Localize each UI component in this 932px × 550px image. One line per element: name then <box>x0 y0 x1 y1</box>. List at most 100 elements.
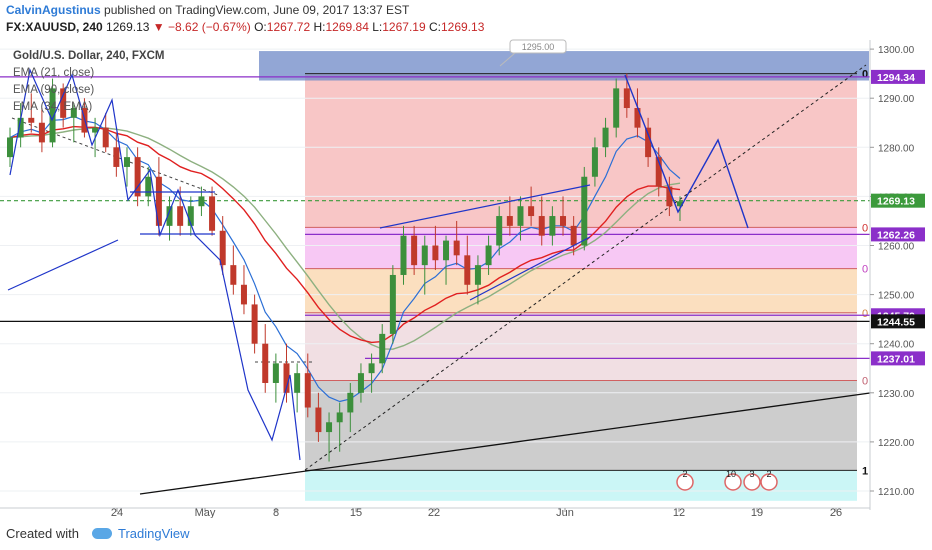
grid-lines <box>0 48 870 492</box>
legend-ema-90[interactable]: EMA (90, close) <box>13 84 95 96</box>
candle-body <box>570 225 577 246</box>
candle-body <box>379 333 386 364</box>
price-tick-label: 1260.00 <box>878 242 915 253</box>
price-label-text: 1237.01 <box>877 353 915 365</box>
tradingview-brand: TradingView <box>118 526 190 541</box>
candle-body <box>187 206 194 226</box>
price-label-box <box>871 227 925 242</box>
candle-body <box>528 206 535 217</box>
ohlc-close: 1269.13 <box>440 20 485 34</box>
candle-body <box>219 230 226 266</box>
down-triangle-icon: ▼ <box>152 20 165 34</box>
drawings: 1295.00 2 10 3 2 <box>7 39 778 491</box>
candle-body <box>304 373 311 408</box>
candle-body <box>7 137 13 158</box>
fib-band <box>305 380 857 471</box>
candle-body <box>538 216 545 236</box>
chart-header: CalvinAgustinus published on TradingView… <box>0 0 932 40</box>
ema-lines <box>9 115 681 403</box>
candle-body <box>453 240 460 256</box>
candle-body <box>60 88 67 118</box>
candle-body <box>347 392 354 413</box>
candle-body <box>623 88 630 109</box>
candle-body <box>28 117 35 123</box>
candle-body <box>177 206 184 226</box>
time-tick-label: 19 <box>751 507 763 518</box>
legend-ema-21[interactable]: EMA (21, close) <box>13 67 95 79</box>
ema-21-line <box>9 115 681 403</box>
fib-band <box>305 73 857 228</box>
candle-body <box>209 196 216 231</box>
candle-body <box>602 127 609 148</box>
cloud-icon <box>92 528 112 540</box>
tooltip-box <box>509 39 567 54</box>
tooltip-text: 1295.00 <box>522 42 555 52</box>
channel-top <box>379 184 591 229</box>
fib-label: 1 <box>862 465 868 477</box>
fib-label: 0 <box>862 308 868 320</box>
price-label-box <box>871 314 925 329</box>
last-price: 1269.13 <box>106 20 150 34</box>
price-tick-label: 1290.00 <box>878 94 915 105</box>
candle-body <box>326 422 333 433</box>
candle-body <box>102 127 109 148</box>
event-flag-icon <box>743 473 761 491</box>
fib-bands: 0 0 0 0 0 1 <box>259 51 869 501</box>
event-count: 2 <box>766 469 771 479</box>
created-with: Created with <box>6 526 79 541</box>
event-count: 2 <box>682 469 687 479</box>
price-tick-label: 1230.00 <box>878 389 915 400</box>
price-axis-bg <box>870 40 932 518</box>
candle-body <box>315 407 322 433</box>
candle-body <box>272 363 279 383</box>
candle-body <box>549 216 556 236</box>
candle-body <box>432 245 439 261</box>
ohlc-high-label: H: <box>313 20 326 34</box>
candle-body <box>464 255 471 285</box>
candle-body <box>251 304 258 344</box>
candle-body <box>581 176 588 246</box>
candle-body <box>336 412 343 423</box>
candle-body <box>198 196 205 207</box>
price-tick-label: 1210.00 <box>878 487 915 498</box>
candle-body <box>421 245 428 266</box>
candle-body <box>240 284 247 305</box>
legend-ema-34[interactable]: EMA (34, EMA) <box>13 101 93 113</box>
price-label-box <box>871 193 925 208</box>
event-count: 3 <box>749 469 754 479</box>
candle-body <box>634 108 641 128</box>
fib-label: 0 <box>862 222 868 234</box>
candle-body <box>517 206 524 226</box>
event-flag-icon <box>676 473 694 491</box>
candle-body <box>474 265 481 285</box>
candle-body <box>70 108 77 118</box>
event-flag-icon <box>724 473 742 491</box>
time-tick-label: Jun <box>556 507 574 518</box>
trend-lines <box>0 64 871 495</box>
candle-body <box>230 265 237 285</box>
author-name[interactable]: CalvinAgustinus <box>6 3 101 17</box>
candle-body <box>506 216 513 226</box>
price-change: −8.62 (−0.67%) <box>168 20 251 34</box>
fib-band <box>305 268 857 313</box>
ohlc-open-label: O: <box>254 20 267 34</box>
candle-body <box>666 186 673 207</box>
time-tick-label: 26 <box>830 507 842 518</box>
fib-label: 0 <box>862 69 868 81</box>
long-trendline <box>139 392 871 495</box>
candle-body <box>613 88 620 128</box>
price-tick-label: 1220.00 <box>878 438 915 449</box>
price-axis: 1300.001290.001280.001270.001260.001250.… <box>869 40 932 518</box>
candle-body <box>166 206 173 226</box>
price-chart[interactable]: 0 0 0 0 0 1 1295.00 2 10 3 2 1300.00 1290.00 1280.0… <box>0 0 932 518</box>
price-label-text: 1262.26 <box>877 229 915 241</box>
fib-label: 0 <box>862 264 868 276</box>
candle-body <box>294 373 301 393</box>
time-axis: 24 May 8 15 22 Jun 12 19 26 <box>0 507 870 518</box>
tooltip-pointer <box>499 52 516 67</box>
time-tick-label: 22 <box>428 507 440 518</box>
symbol-label: FX:XAUUSD, 240 <box>6 20 103 34</box>
time-tick-label: 15 <box>350 507 362 518</box>
candle-body <box>645 127 652 158</box>
tradingview-logo[interactable]: TradingView <box>92 526 190 541</box>
